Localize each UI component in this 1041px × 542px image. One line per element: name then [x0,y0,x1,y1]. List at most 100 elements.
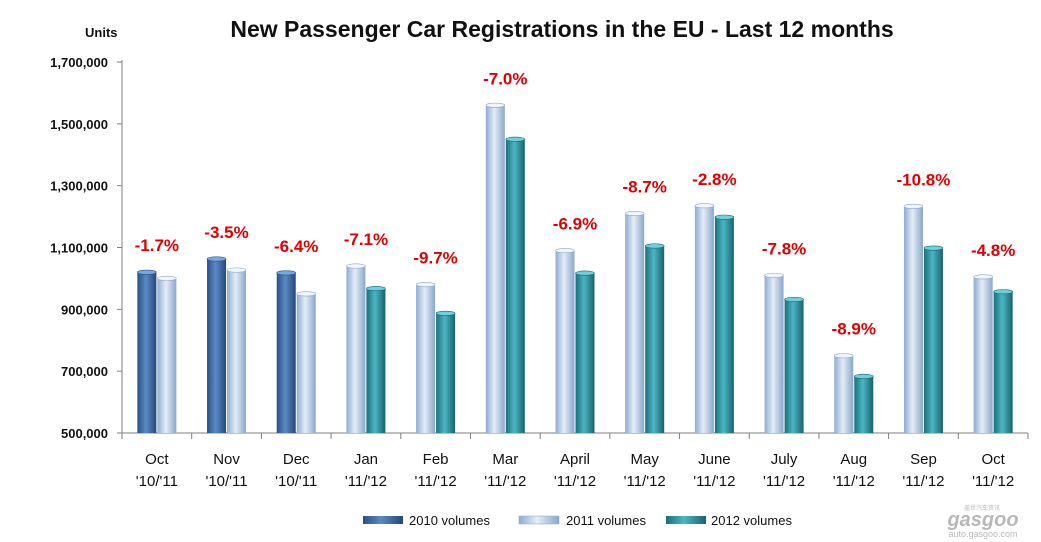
bar-top-cap [624,210,645,216]
bar-top-cap [296,291,317,297]
y-tick-label: 500,000 [61,426,108,441]
x-category-month: July [771,451,798,468]
x-category-period: '10/'11 [205,473,247,490]
x-category-period: '10/'11 [136,473,178,490]
watermark-cn: 盖世汽车资讯 [964,504,1000,512]
y-tick-label: 1,300,000 [50,179,108,194]
bar-2011 [416,284,436,433]
y-tick-label: 700,000 [61,364,108,379]
percent-change-label: -8.7% [622,177,666,196]
legend: 2010 volumes 2011 volumes 2012 volumes [363,513,792,528]
legend-label-2011: 2011 volumes [566,513,646,528]
x-category-period: '11/'12 [833,473,875,490]
watermark-url: auto.gasgoo.com [948,529,1017,539]
bar-2011 [694,205,714,433]
bar-2011 [485,105,505,434]
bar-2011 [227,270,247,433]
bar-top-cap [784,296,804,302]
y-axis-label: Units [85,25,118,40]
x-category-period: '11/'12 [693,473,735,490]
legend-item-2011: 2011 volumes [518,513,646,528]
bar-top-cap [833,353,854,359]
watermark-logo: 盖世汽车资讯 gasgoo auto.gasgoo.com [946,504,1018,539]
y-tick-label: 1,500,000 [50,117,108,132]
bar-2010 [207,258,227,433]
percent-change-label: -10.8% [897,170,951,189]
percent-change-label: -2.8% [692,170,736,189]
bar-top-cap [415,282,436,288]
bar-2011 [296,293,316,433]
bar-top-cap [973,274,993,280]
bar-top-cap [555,248,575,254]
bar-top-cap [276,270,297,276]
bar-2012 [645,245,665,433]
y-tick-label: 1,700,000 [50,55,108,70]
x-category-period: '11/'12 [554,473,596,490]
bar-top-cap [575,270,595,276]
legend-item-2012: 2012 volumes [666,513,792,528]
percent-change-label: -4.8% [971,241,1015,260]
bar-top-cap [644,243,665,249]
bar-top-cap [505,136,526,142]
x-category-period: '10/'11 [275,473,317,490]
bar-top-cap [923,245,944,251]
percent-change-label: -1.7% [135,236,179,255]
bar-2012 [993,291,1013,433]
bar-2011 [346,266,366,433]
bar-top-cap [993,289,1013,295]
plot-area: 500,000 700,000 900,000 1,100,000 1,300,000 1… [50,55,1029,490]
bar-2012 [366,288,386,433]
bar-top-cap [764,272,784,278]
x-category-period: '11/'12 [624,473,666,490]
bar-2012 [854,376,874,433]
legend-swatch-2010 [363,516,403,524]
bar-top-cap [226,267,247,273]
x-category-month: Nov [213,451,240,468]
x-category-period: '11/'12 [763,473,805,490]
bar-2011 [555,250,575,433]
x-category-month: Sep [910,451,937,468]
x-category-period: '11/'12 [345,473,387,490]
x-category-month: Dec [283,451,310,468]
x-category-period: '11/'12 [902,473,944,490]
percent-change-label: -8.9% [832,320,876,339]
bar-2010 [137,272,157,433]
x-category-month: June [698,451,731,468]
x-category-month: Oct [981,451,1005,468]
x-category-month: April [560,451,590,468]
bar-2011 [834,355,854,433]
legend-label-2012: 2012 volumes [711,513,792,528]
x-category-period: '11/'12 [415,473,457,490]
bar-2012 [923,248,943,433]
bar-2012 [714,217,734,433]
bar-top-cap [903,203,924,209]
bar-2012 [575,273,595,433]
y-tick-label: 900,000 [61,302,108,317]
x-category-month: Mar [492,451,518,468]
bar-2010 [276,272,296,433]
legend-item-2010: 2010 volumes [363,513,490,528]
bar-top-cap [206,256,227,262]
percent-change-label: -6.9% [553,215,597,234]
legend-swatch-2011 [518,515,560,525]
bar-top-cap [137,269,157,275]
x-category-month: Oct [145,451,169,468]
bar-2011 [903,206,923,433]
bar-2011 [973,276,993,433]
x-category-period: '11/'12 [972,473,1014,490]
bar-top-cap [485,102,506,108]
bar-2012 [505,139,525,433]
bar-top-cap [435,310,456,316]
chart-title: New Passenger Car Registrations in the E… [230,16,893,42]
bar-2011 [625,213,645,433]
x-category-month: Feb [423,451,449,468]
bar-top-cap [853,373,874,379]
legend-swatch-2012 [666,516,706,524]
percent-change-label: -7.8% [762,239,806,258]
y-tick-label: 1,100,000 [50,241,108,256]
legend-label-2010: 2010 volumes [409,513,490,528]
bar-top-cap [346,263,366,269]
percent-change-label: -3.5% [204,223,248,242]
percent-change-label: -9.7% [413,249,457,268]
